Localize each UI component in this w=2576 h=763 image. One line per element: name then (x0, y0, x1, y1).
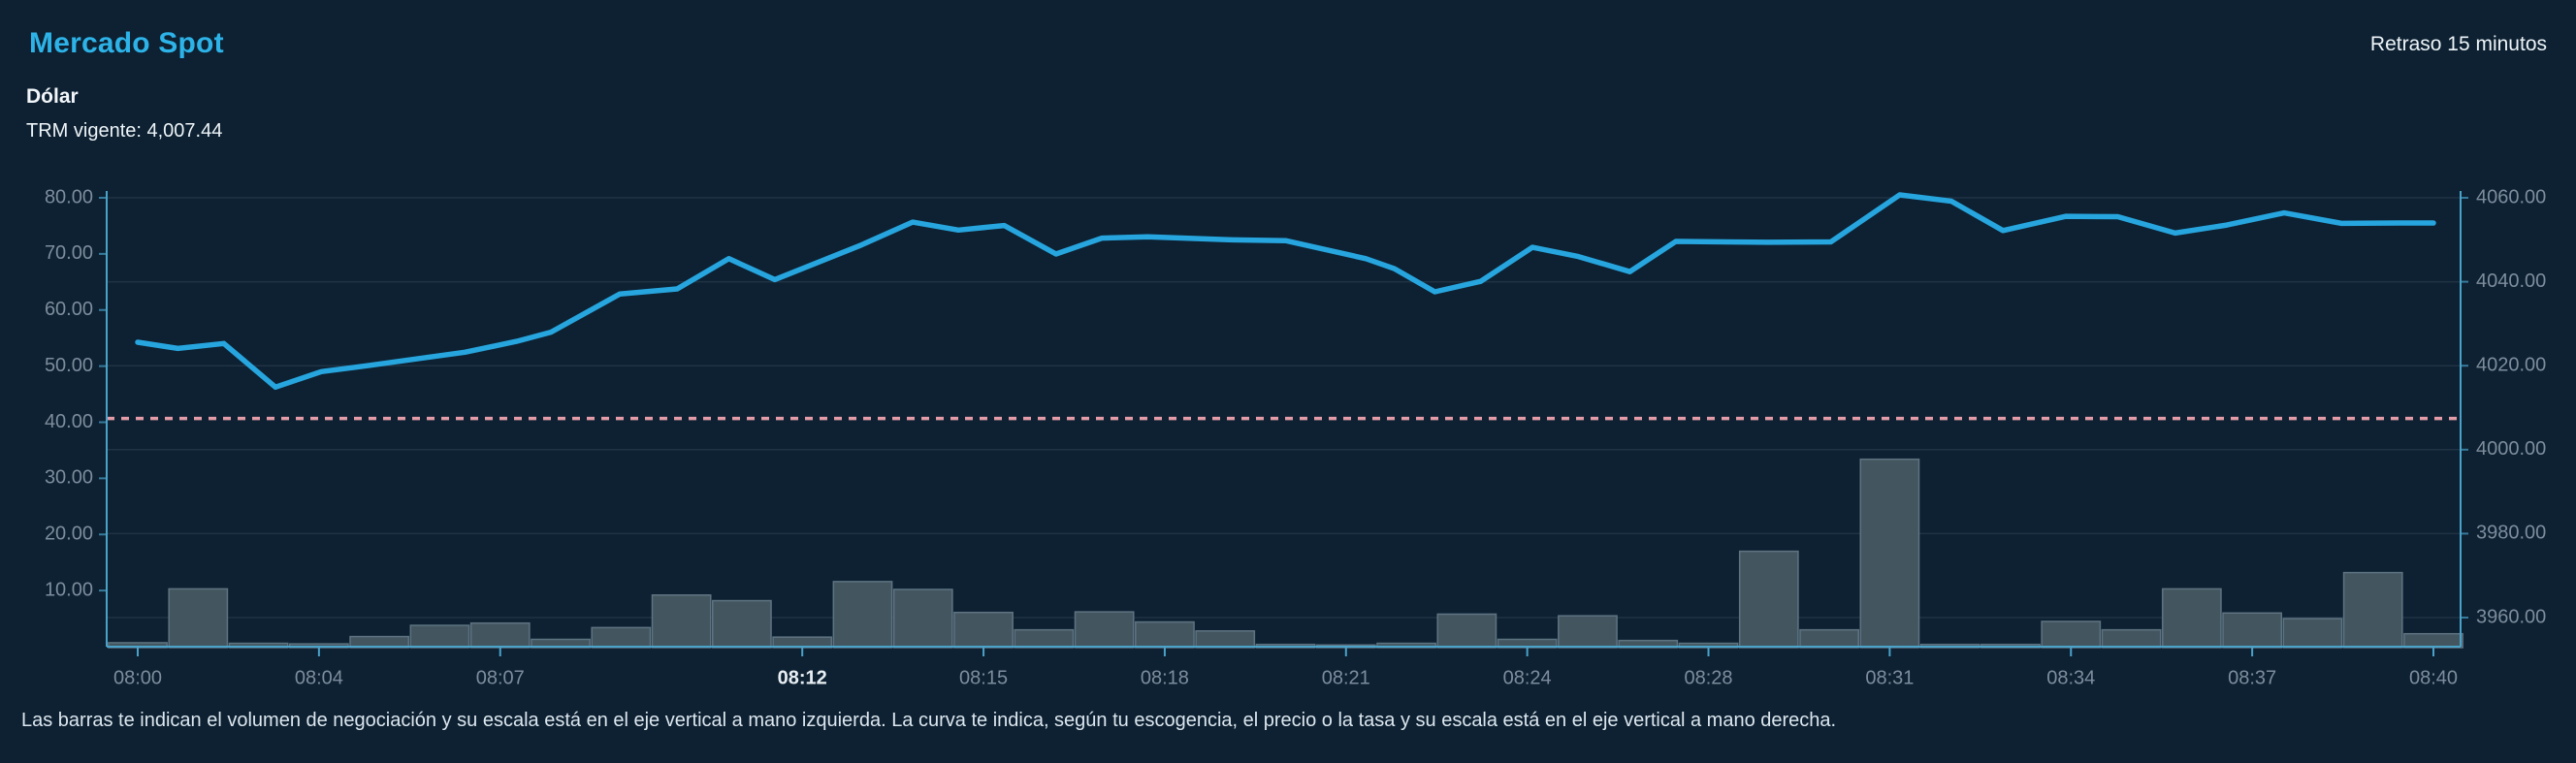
volume-bar[interactable] (1135, 620, 1195, 649)
volume-bar[interactable] (2222, 612, 2283, 649)
axis-tick-label: 20.00 (45, 524, 93, 545)
volume-bar[interactable] (1195, 630, 1256, 649)
volume-bar[interactable] (712, 599, 772, 649)
axis-tick-label: 10.00 (45, 579, 93, 600)
axis-tick-label: 4040.00 (2476, 270, 2546, 292)
axis-tick-label: 60.00 (45, 299, 93, 320)
volume-bar[interactable] (953, 611, 1014, 649)
axis-tick-label: 08:34 (2046, 667, 2095, 688)
axis-tick-label: 08:07 (476, 667, 525, 688)
axis-tick-label: 80.00 (45, 186, 93, 207)
axis-tick-label: 3960.00 (2476, 606, 2546, 627)
volume-bar[interactable] (2342, 571, 2403, 649)
spot-chart[interactable]: 10.00 20.00 30.00 40.00 50.00 60.00 70.00 80.00… (0, 145, 2576, 708)
delay-note: Retraso 15 minutos (2369, 33, 2547, 55)
volume-bar[interactable] (1074, 611, 1135, 649)
axis-tick-label: 08:21 (1322, 667, 1370, 688)
volume-bar[interactable] (409, 624, 470, 649)
axis-tick-label: 08:28 (1684, 667, 1732, 688)
axis-tick-label: 08:00 (113, 667, 162, 688)
axis-tick-label: 08:12 (778, 667, 827, 688)
axis-tick-label: 50.00 (45, 355, 93, 376)
axis-tick-label: 08:04 (295, 667, 343, 688)
volume-bar[interactable] (1859, 458, 1920, 649)
axis-tick-label: 08:37 (2228, 667, 2276, 688)
volume-bar[interactable] (892, 588, 953, 649)
volume-bar[interactable] (2101, 628, 2162, 649)
page-title: Mercado Spot (29, 27, 224, 59)
axis-tick-label: 08:15 (959, 667, 1008, 688)
axis-tick-label: 08:24 (1503, 667, 1552, 688)
axis-tick-label: 08:40 (2409, 667, 2458, 688)
axis-tick-label: 4000.00 (2476, 438, 2546, 460)
axis-tick-label: 70.00 (45, 242, 93, 264)
volume-bar[interactable] (1799, 628, 1860, 649)
axis-tick-label: 3980.00 (2476, 523, 2546, 544)
volume-bar[interactable] (651, 594, 712, 649)
volume-bar[interactable] (469, 621, 531, 649)
axis-tick-label: 40.00 (45, 411, 93, 432)
axis-tick-label: 4060.00 (2476, 186, 2546, 207)
volume-bar[interactable] (1558, 615, 1618, 649)
axis-tick-label: 08:31 (1865, 667, 1914, 688)
volume-bar[interactable] (2041, 620, 2102, 649)
volume-bar[interactable] (168, 588, 229, 649)
instrument-name: Dólar (26, 85, 79, 108)
axis-tick-label: 4020.00 (2476, 354, 2546, 375)
axis-tick-label: 30.00 (45, 467, 93, 489)
volume-bar[interactable] (2161, 588, 2222, 649)
volume-bar[interactable] (1014, 628, 1075, 649)
chart-help-caption: Las barras te indican el volumen de nego… (21, 710, 1837, 731)
volume-bar[interactable] (2282, 618, 2343, 649)
volume-bar[interactable] (832, 581, 893, 649)
volume-bar[interactable] (591, 626, 652, 649)
volume-bar[interactable] (2403, 632, 2463, 649)
volume-bar[interactable] (1738, 550, 1799, 649)
volume-bar[interactable] (1436, 613, 1497, 649)
trm-vigente-label: TRM vigente: 4,007.44 (26, 120, 223, 142)
price-line[interactable] (135, 192, 2436, 391)
axis-tick-label: 08:18 (1141, 667, 1189, 688)
price-volume-chart[interactable]: 10.00 20.00 30.00 40.00 50.00 60.00 70.00 80.00… (0, 145, 2576, 708)
